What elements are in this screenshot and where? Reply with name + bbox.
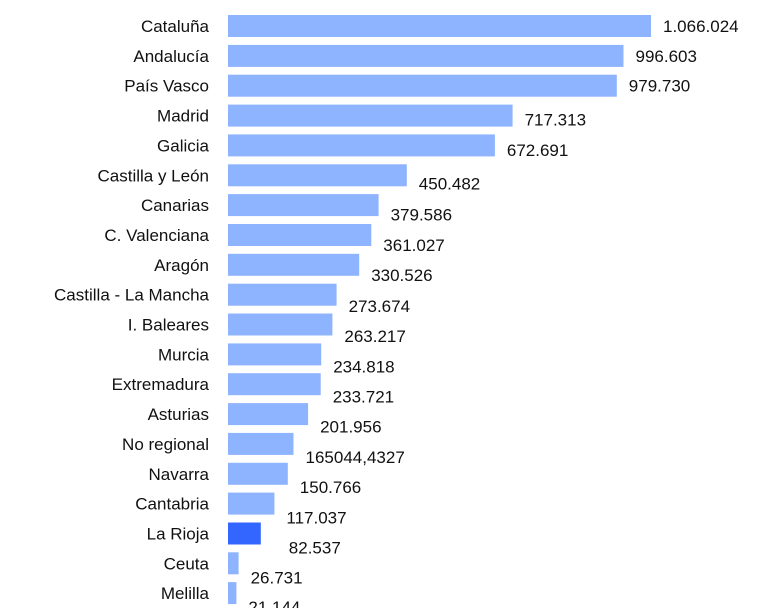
category-label: País Vasco <box>124 77 209 96</box>
value-label: 233.721 <box>333 387 394 406</box>
value-label: 996.603 <box>636 47 697 66</box>
value-label: 165044,4327 <box>306 448 405 467</box>
value-labels: 1.066.024 996.603 979.730 717.313 672.691 450… <box>248 17 738 608</box>
value-label: 379.586 <box>391 206 452 225</box>
value-label: 979.730 <box>629 77 690 96</box>
category-label: Aragón <box>154 256 209 275</box>
value-label: 273.674 <box>349 297 410 316</box>
bar <box>228 462 288 485</box>
bar <box>228 164 407 187</box>
value-label: 21.144 <box>248 598 300 608</box>
bar <box>228 104 513 127</box>
bar <box>228 253 360 276</box>
value-label: 450.482 <box>419 175 480 194</box>
category-label: Galicia <box>157 136 210 155</box>
bars-layer <box>228 15 651 605</box>
bar <box>228 492 275 515</box>
value-label: 263.217 <box>344 327 405 346</box>
category-label: Castilla y León <box>97 166 209 185</box>
bar <box>228 403 309 426</box>
bar <box>228 194 379 217</box>
category-label: C. Valenciana <box>104 226 209 245</box>
value-label: 330.526 <box>371 266 432 285</box>
category-labels: Cataluña Andalucía País Vasco Madrid Galicia… <box>54 17 210 603</box>
value-label: 117.037 <box>286 509 346 528</box>
bar <box>228 343 322 366</box>
category-label: No regional <box>122 435 209 454</box>
bar <box>228 74 617 97</box>
category-label: Canarias <box>141 196 209 215</box>
category-label: Andalucía <box>133 47 209 66</box>
category-label: I. Baleares <box>128 316 209 335</box>
bar <box>228 373 321 396</box>
bar <box>228 313 333 336</box>
value-label: 361.027 <box>383 236 444 255</box>
value-label: 672.691 <box>507 141 568 160</box>
category-label: Navarra <box>149 465 210 484</box>
bar <box>228 224 372 246</box>
value-label: 234.818 <box>333 357 394 376</box>
bar <box>228 432 294 455</box>
category-label: Ceuta <box>164 554 210 573</box>
category-label: Cataluña <box>141 17 210 36</box>
value-label: 717.313 <box>525 110 586 129</box>
value-label: 1.066.024 <box>663 17 739 36</box>
value-label: 82.537 <box>289 539 341 558</box>
bar <box>228 283 337 306</box>
bar <box>228 552 239 575</box>
value-label: 201.956 <box>320 418 381 437</box>
category-label: Murcia <box>158 345 210 364</box>
bar <box>228 15 651 37</box>
bar <box>228 134 495 157</box>
category-label: Melilla <box>161 584 210 603</box>
category-label: Extremadura <box>112 375 210 394</box>
category-label: Asturias <box>148 405 209 424</box>
value-label: 150.766 <box>300 478 361 497</box>
category-label: La Rioja <box>147 525 210 544</box>
category-label: Madrid <box>157 107 209 126</box>
bar <box>228 522 261 545</box>
category-label: Castilla - La Mancha <box>54 286 210 305</box>
value-label: 26.731 <box>251 568 303 587</box>
bar <box>228 582 237 605</box>
category-label: Cantabria <box>135 495 209 514</box>
bar <box>228 44 624 67</box>
